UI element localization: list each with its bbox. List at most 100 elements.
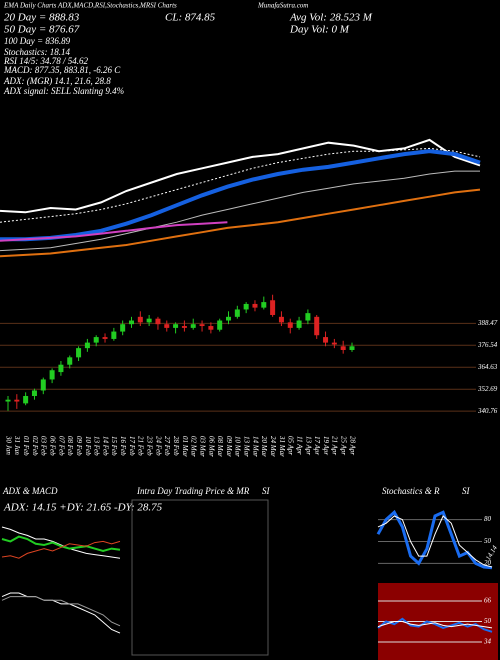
sma20: 20 Day = 888.83: [4, 12, 80, 24]
candle-body: [323, 337, 329, 343]
series-line: [1, 535, 121, 553]
x-tick-label: 20 Mar: [260, 436, 268, 457]
x-tick-label: 14 Mar: [251, 436, 259, 457]
candle-body: [102, 337, 108, 339]
x-tick-label: 05 Apr: [287, 436, 295, 455]
x-tick-label: 31 Mar: [278, 435, 286, 457]
series-line: [0, 138, 481, 214]
watermark: MunafaSutra.com: [257, 2, 308, 10]
candle-body: [296, 320, 302, 328]
x-tick-label: 06 Mar: [207, 436, 215, 457]
x-tick-label: 24 Mar: [269, 436, 277, 457]
adx-signal: ADX signal: SELL Slanting 9.4%: [3, 86, 124, 96]
candle-body: [111, 331, 117, 339]
candle-body: [226, 316, 232, 321]
x-tick-label: 24 Feb: [154, 436, 162, 456]
panel-title: Intra Day Trading Price & MR: [136, 486, 250, 496]
x-tick-label: 19 Apr: [322, 436, 330, 455]
candle-body: [340, 346, 346, 350]
sma100: 100 Day = 836.89: [4, 36, 71, 46]
series-line: [0, 147, 481, 223]
adx: ADX: (MGR) 14.1, 21.6, 28.8: [3, 76, 111, 86]
candle-body: [137, 316, 143, 323]
candle-body: [23, 396, 29, 404]
candle-body: [252, 303, 258, 308]
x-tick-label: 27 Feb: [163, 436, 171, 456]
candle-body: [120, 324, 126, 332]
candle-body: [5, 399, 11, 402]
avg-vol: Avg Vol: 28.523 M: [289, 12, 373, 24]
series-line: [0, 170, 480, 252]
series-line: [1, 526, 121, 559]
x-tick-label: 02 Feb: [31, 436, 39, 456]
candle-body: [146, 318, 152, 323]
candle-body: [93, 337, 99, 343]
x-tick-label: 13 Apr: [304, 436, 312, 455]
candle-body: [190, 324, 196, 328]
x-tick-label: 03 Feb: [40, 436, 48, 456]
x-tick-label: 25 Apr: [340, 436, 348, 455]
candle-body: [331, 342, 337, 345]
x-tick-label: 09 Feb: [75, 436, 83, 456]
panel-frame: [131, 499, 269, 656]
x-tick-label: 10 Mar: [234, 436, 242, 457]
y-tick-label: 50: [484, 537, 492, 545]
candle-body: [155, 318, 161, 325]
panel-label: ADX: 14.15 +DY: 21.65 -DY: 28.75: [3, 502, 163, 514]
y-tick-label: 50: [484, 617, 492, 625]
x-tick-label: 03 Mar: [198, 436, 206, 457]
candle-body: [58, 364, 64, 373]
candle-body: [128, 320, 134, 325]
stochastics: Stochastics: 18.14: [4, 47, 70, 57]
x-tick-label: 08 Mar: [216, 436, 224, 457]
candle-body: [67, 357, 73, 365]
rsi: RSI 14/5: 34.78 / 54.62: [3, 56, 88, 66]
x-tick-label: 31 Jan: [13, 435, 21, 455]
candle-body: [234, 309, 240, 317]
candle-body: [270, 300, 276, 315]
candle-body: [14, 399, 20, 402]
chart-title: EMA Daily Charts ADX,MACD,RSI,Stochastic…: [3, 2, 177, 10]
x-tick-label: 09 Mar: [225, 436, 233, 457]
x-tick-label: 08 Feb: [66, 436, 74, 456]
x-tick-label: 06 Feb: [48, 436, 56, 456]
candle-body: [84, 342, 90, 349]
series-line: [0, 188, 481, 258]
candle-body: [314, 316, 320, 336]
x-tick-label: 13 Feb: [93, 436, 101, 456]
y-tick-label: 340.76: [477, 407, 498, 415]
candle-body: [278, 316, 284, 323]
series-line: [1, 540, 121, 559]
x-tick-label: 02 Mar: [190, 436, 198, 457]
x-tick-label: 14 Feb: [101, 436, 109, 456]
series-line: [1, 592, 121, 634]
panel-title: SI: [262, 486, 271, 496]
x-tick-label: 21 Feb: [137, 436, 145, 456]
x-tick-label: 21 Apr: [331, 436, 339, 455]
x-tick-label: 17 Feb: [128, 436, 136, 456]
x-tick-label: 13 Mar: [243, 436, 251, 457]
series-line: [0, 221, 228, 242]
candle-body: [49, 370, 55, 380]
sma50: 50 Day = 876.67: [4, 24, 80, 36]
day-vol: Day Vol: 0 M: [289, 24, 350, 36]
candle-body: [349, 346, 355, 350]
x-tick-label: 01 Mar: [181, 436, 189, 457]
panel-title: SI: [462, 486, 471, 496]
x-tick-label: 15 Feb: [110, 436, 118, 456]
panel-title: ADX & MACD: [2, 486, 58, 496]
series-line: [1, 596, 121, 627]
candle-body: [164, 324, 170, 328]
series-line: [377, 621, 493, 629]
x-tick-label: 01 Feb: [22, 436, 30, 456]
candle-body: [217, 320, 223, 330]
y-tick-label: 352.69: [477, 385, 498, 393]
x-tick-label: 07 Feb: [57, 436, 65, 456]
candle-body: [40, 379, 46, 391]
candle-body: [305, 313, 311, 321]
candle-body: [243, 303, 249, 310]
candle-body: [287, 322, 293, 328]
candle-body: [173, 324, 179, 328]
